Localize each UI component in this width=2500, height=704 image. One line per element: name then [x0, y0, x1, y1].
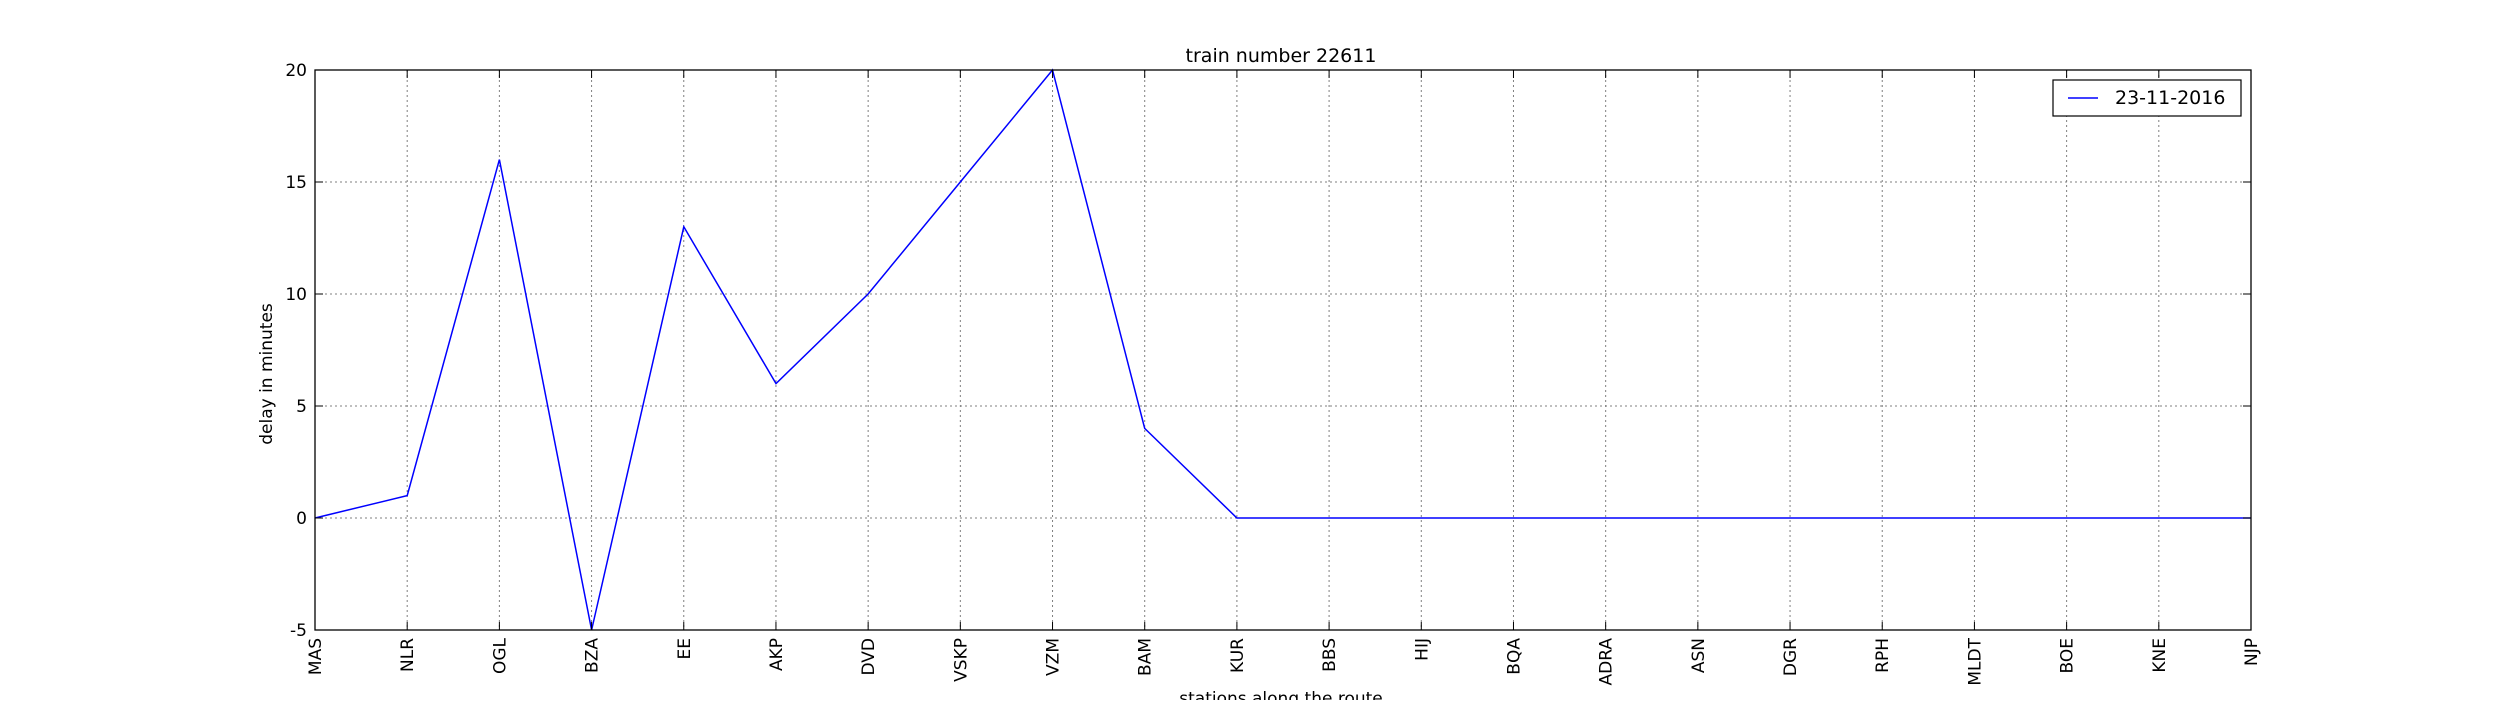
x-tick-label: VZM	[1044, 638, 1064, 676]
x-tick-label: ASN	[1689, 638, 1709, 673]
x-tick-label: BOE	[2058, 638, 2078, 674]
x-ticks: MAS NLR OGL BZA EE AKP DVD VSKP VZM BAM KUR BBS HIJ B…	[306, 70, 2262, 686]
x-tick-label: BAM	[1136, 638, 1156, 676]
plot-frame	[314, 69, 2252, 631]
x-tick-label: KNE	[2150, 638, 2170, 673]
x-tick-label: MLDT	[1965, 637, 1985, 685]
y-tick-label: 10	[285, 285, 307, 305]
x-tick-label: DGR	[1781, 638, 1801, 676]
x-tick-label: NJP	[2242, 638, 2262, 666]
chart-title: train number 22611	[1186, 45, 1377, 67]
y-tick-label: 20	[285, 61, 307, 81]
y-axis-label: delay in minutes	[257, 303, 277, 445]
x-tick-label: DVD	[859, 638, 879, 676]
x-tick-label: BZA	[583, 638, 603, 673]
series-line	[314, 68, 2251, 631]
legend: 23-11-2016	[2052, 79, 2242, 117]
x-tick-label: AKP	[767, 638, 787, 671]
y-tick-label: 0	[296, 509, 307, 529]
legend-label: 23-11-2016	[2115, 87, 2225, 109]
x-tick-label: BBS	[1320, 638, 1340, 672]
x-tick-label: MAS	[306, 638, 326, 675]
x-tick-label: KUR	[1228, 638, 1248, 673]
series-layer	[314, 68, 2251, 631]
x-tick-label: BQA	[1504, 638, 1524, 675]
x-tick-label: VSKP	[951, 638, 971, 682]
x-tick-label: EE	[675, 638, 695, 659]
y-tick-label: 5	[296, 397, 307, 417]
x-tick-label: NLR	[398, 638, 418, 672]
x-tick-label: ADRA	[1597, 638, 1617, 686]
y-tick-label: -5	[290, 621, 307, 641]
x-tick-label: OGL	[490, 637, 510, 674]
grid-lines	[315, 70, 2251, 630]
y-ticks: -5 0 5 10 15 20	[285, 61, 2251, 641]
x-tick-label: HIJ	[1412, 638, 1432, 661]
y-tick-label: 15	[285, 173, 307, 193]
x-axis-label: stations along the route	[1179, 689, 1383, 700]
x-tick-label: RPH	[1873, 638, 1893, 673]
